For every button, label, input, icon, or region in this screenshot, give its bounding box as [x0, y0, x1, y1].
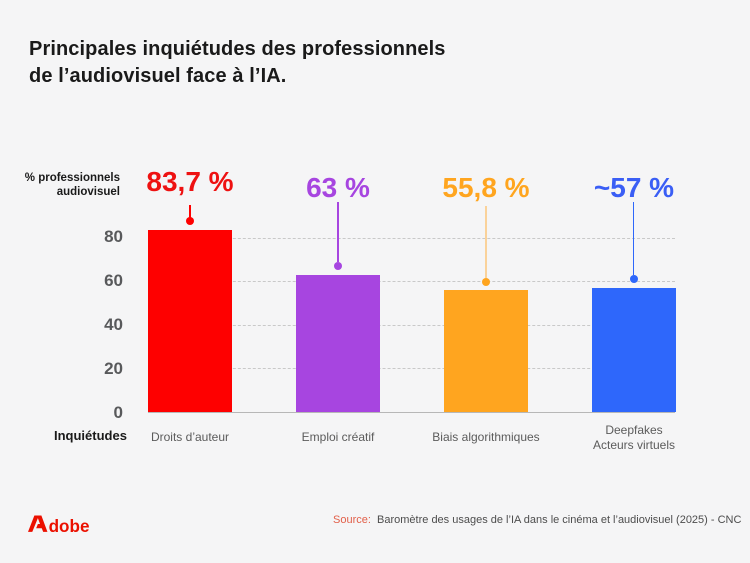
svg-text:dobe: dobe — [49, 517, 90, 535]
